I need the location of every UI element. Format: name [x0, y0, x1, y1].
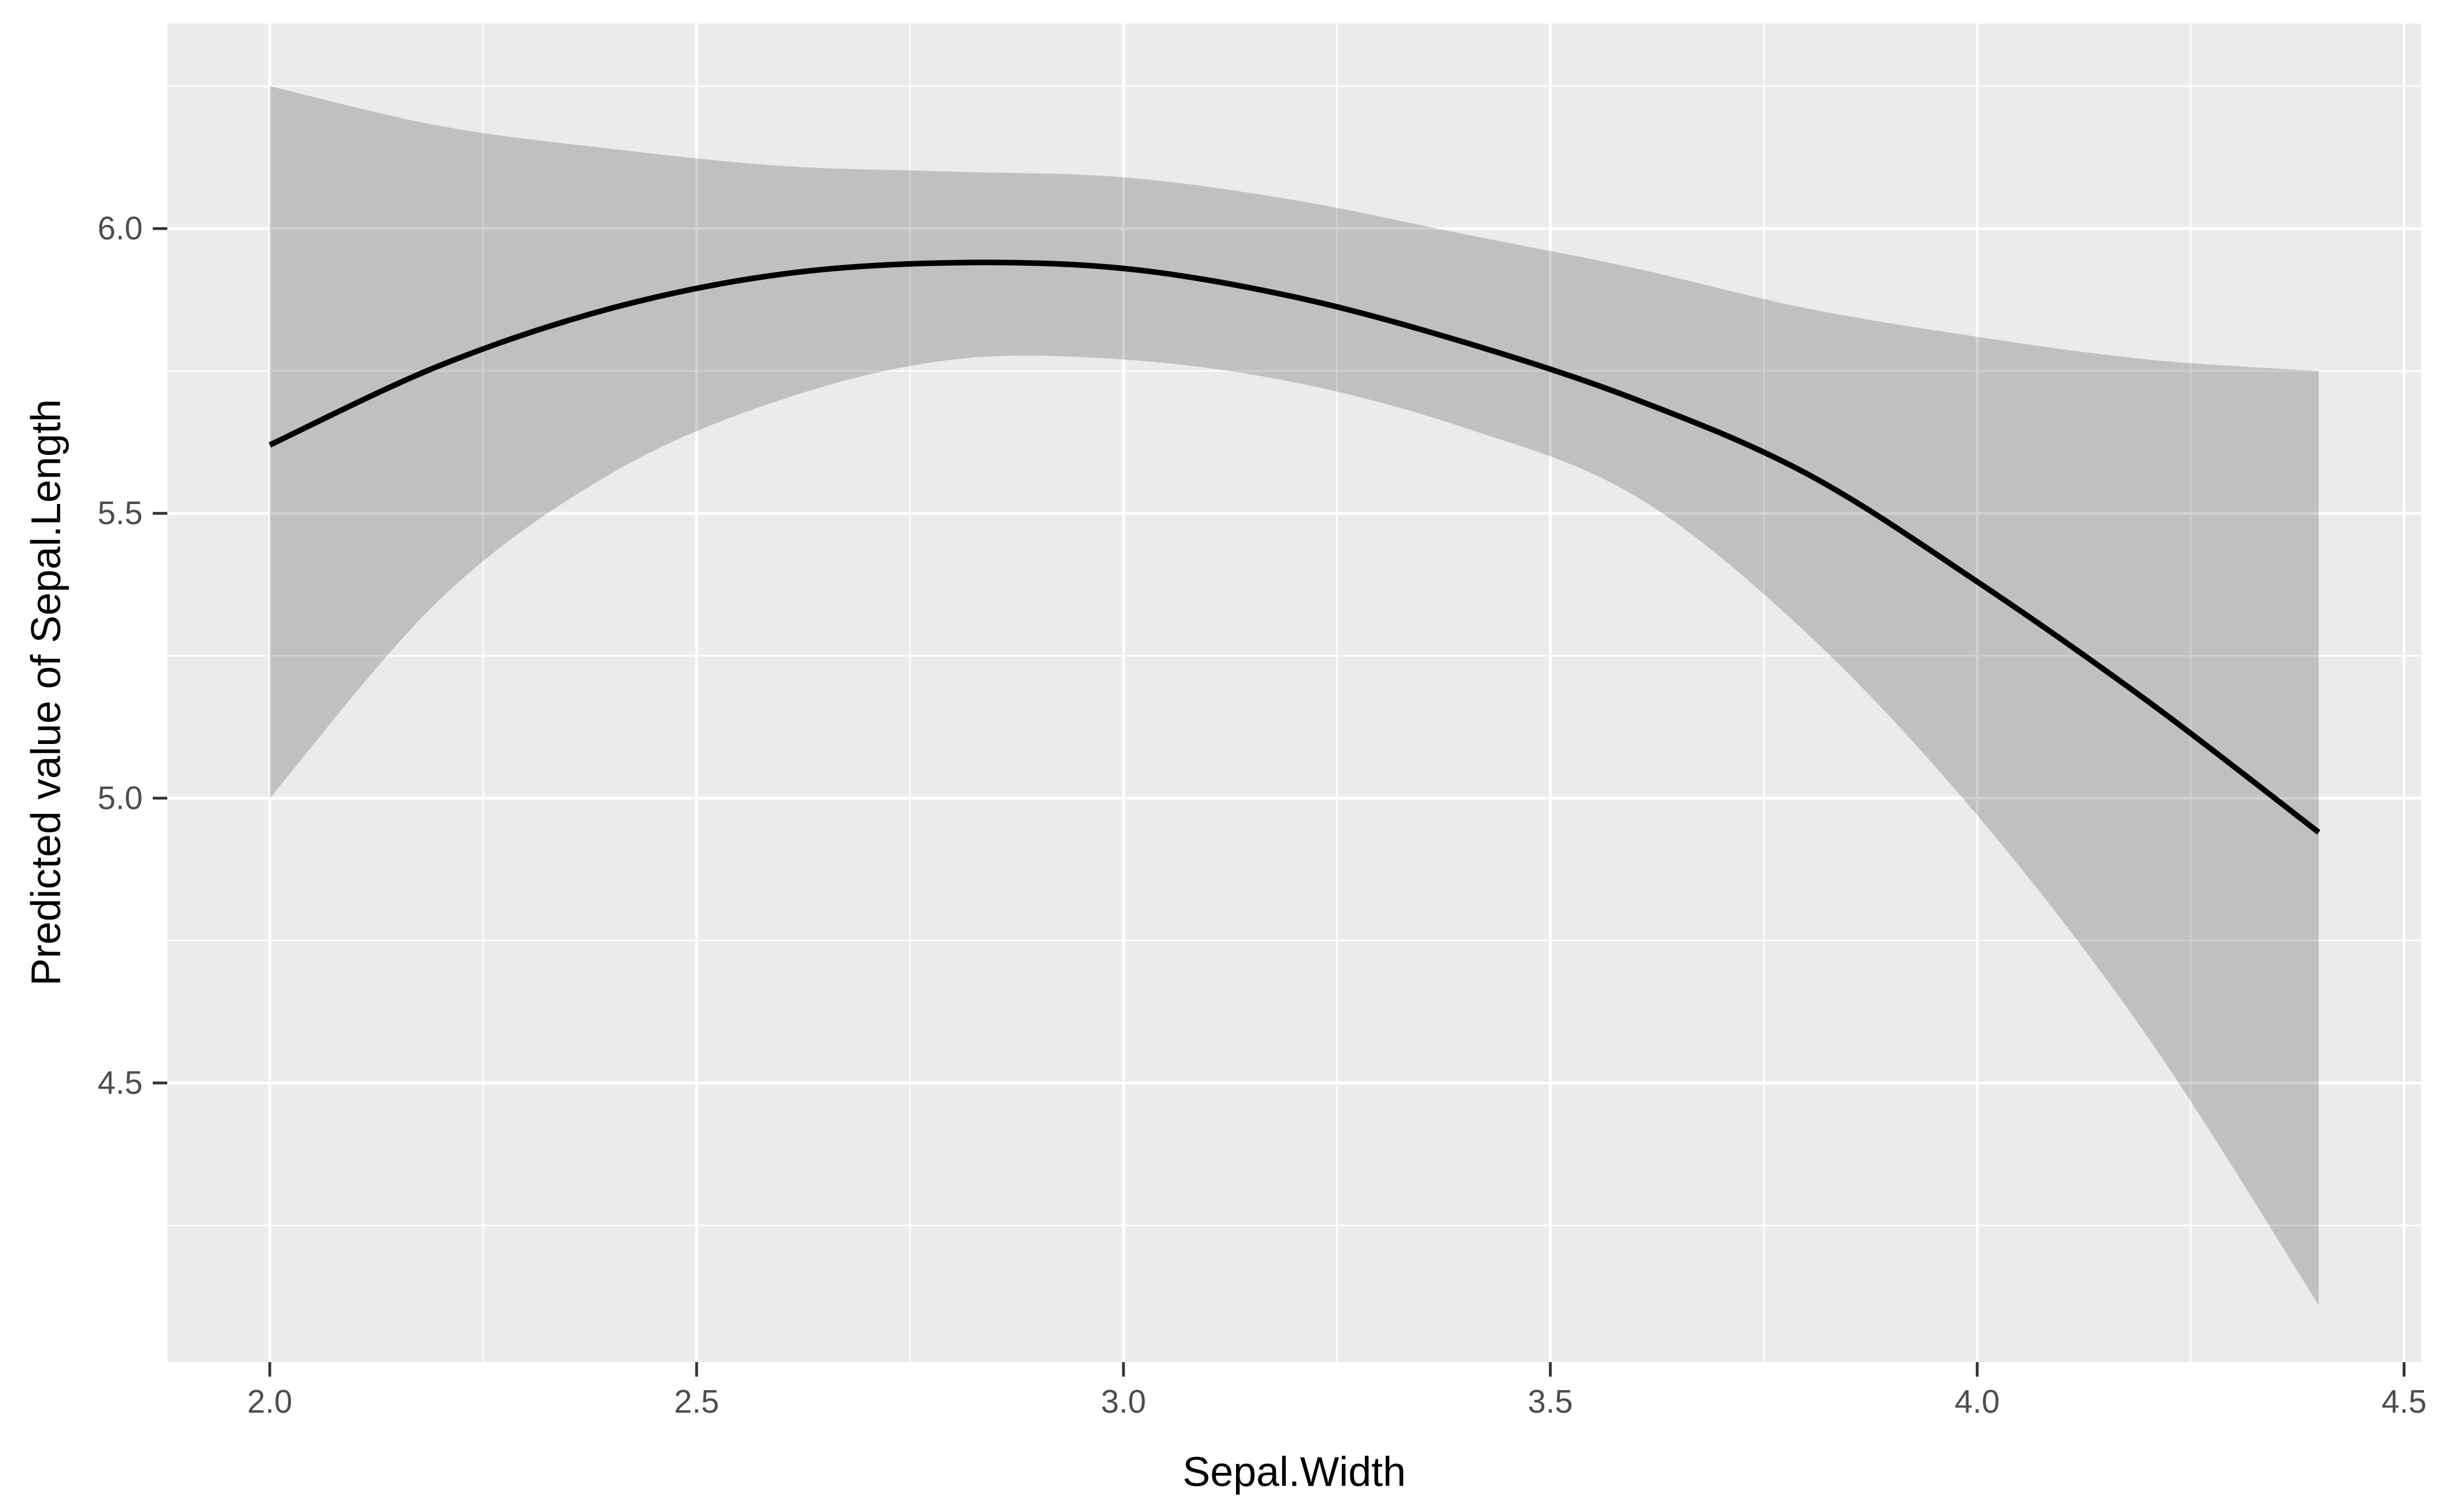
x-tick-label: 3.5	[1528, 1384, 1573, 1420]
y-tick-label: 5.5	[97, 495, 143, 531]
y-axis-title: Predicted value of Sepal.Length	[23, 399, 69, 986]
chart-layers: 2.0 2.5 3.0 3.5 4.0 4.5 4.5 5.0 5.5 6.0	[97, 23, 2427, 1420]
confidence-ribbon	[270, 86, 2319, 1306]
x-tick-label: 4.0	[1954, 1384, 2000, 1420]
predicted-line	[268, 260, 2320, 835]
y-tick-label: 5.0	[97, 780, 143, 816]
plot-panel	[167, 23, 2421, 1362]
x-tick-label: 2.0	[247, 1384, 293, 1420]
x-axis-title: Sepal.Width	[1183, 1449, 1406, 1495]
x-tick-label: 2.5	[674, 1384, 720, 1420]
y-tick-label: 6.0	[97, 210, 143, 247]
y-tick-label: 4.5	[97, 1065, 143, 1101]
x-tick-label: 4.5	[2381, 1384, 2427, 1420]
x-tick-label: 3.0	[1101, 1384, 1147, 1420]
